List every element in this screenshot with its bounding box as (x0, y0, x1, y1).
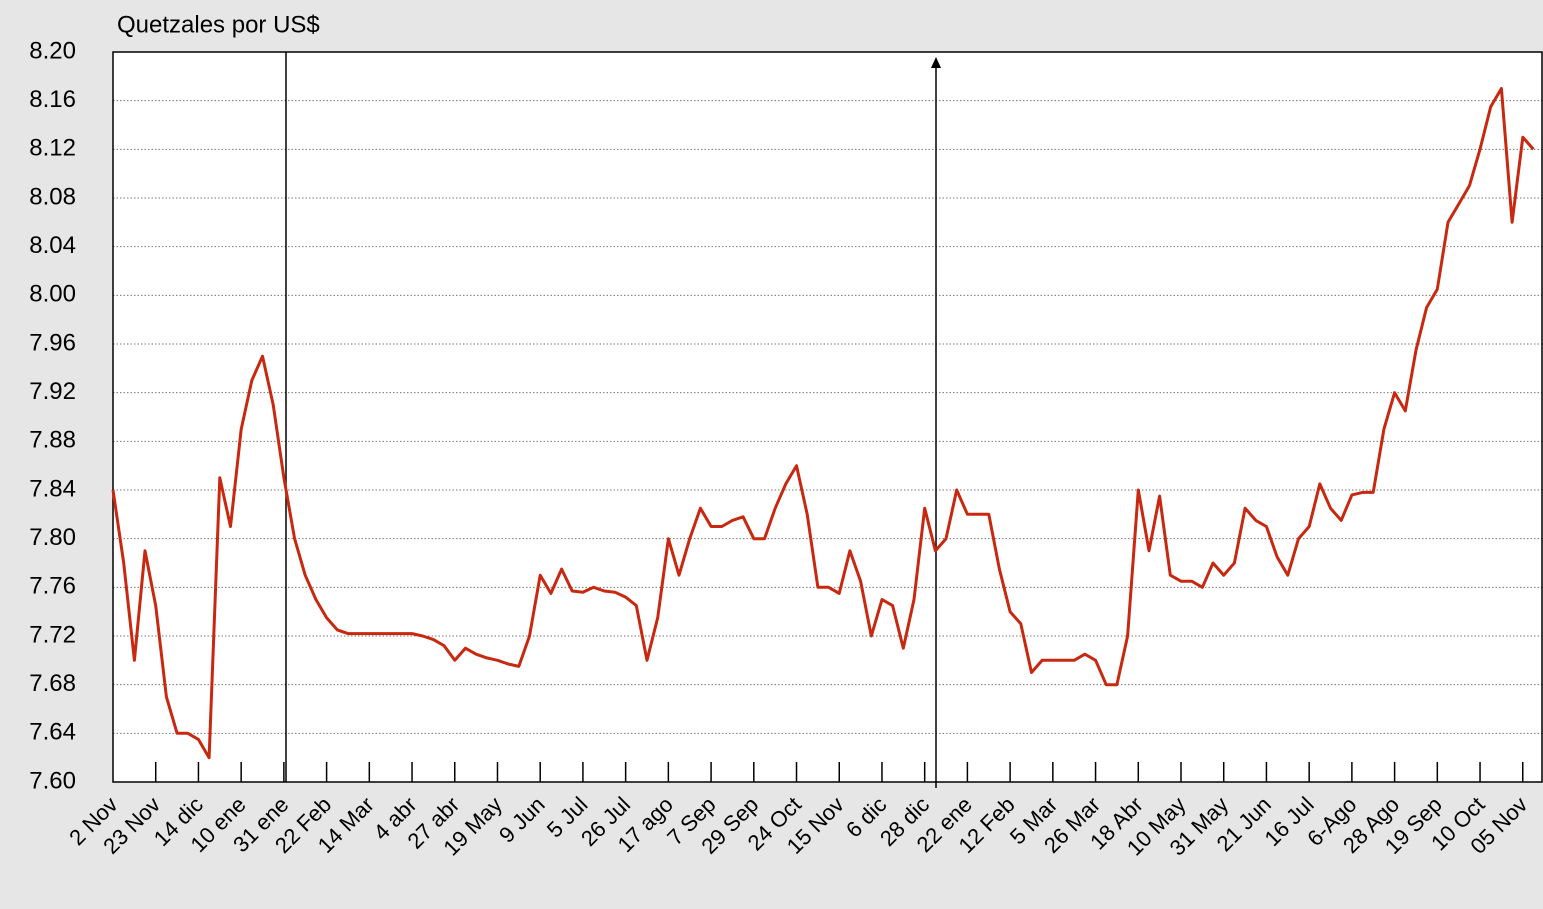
series-line (111, 87, 1535, 760)
arrow-head (931, 57, 941, 68)
y-tick-label: 7.64 (29, 719, 76, 746)
y-tick-label: 8.16 (29, 86, 76, 113)
y-tick-label: 7.76 (29, 573, 76, 600)
y-tick-label: 8.08 (29, 183, 76, 210)
y-tick-label: 7.92 (29, 378, 76, 405)
y-tick-label: 7.88 (29, 427, 76, 454)
y-tick-label: 8.00 (29, 281, 76, 308)
chart-title: Quetzales por US$ (117, 11, 320, 38)
y-tick-label: 7.68 (29, 670, 76, 697)
plot-border (112, 51, 1543, 783)
y-tick-label: 8.20 (29, 37, 76, 64)
plot-area (113, 52, 1542, 782)
y-tick-label: 8.12 (29, 135, 76, 162)
y-tick-label: 7.84 (29, 475, 76, 502)
y-tick-label: 7.72 (29, 621, 76, 648)
y-tick-label: 7.60 (29, 767, 76, 794)
y-tick-label: 7.80 (29, 524, 76, 551)
y-tick-label: 8.04 (29, 232, 76, 259)
x-tick-label: 9 Jun (494, 792, 550, 848)
y-tick-label: 7.96 (29, 329, 76, 356)
